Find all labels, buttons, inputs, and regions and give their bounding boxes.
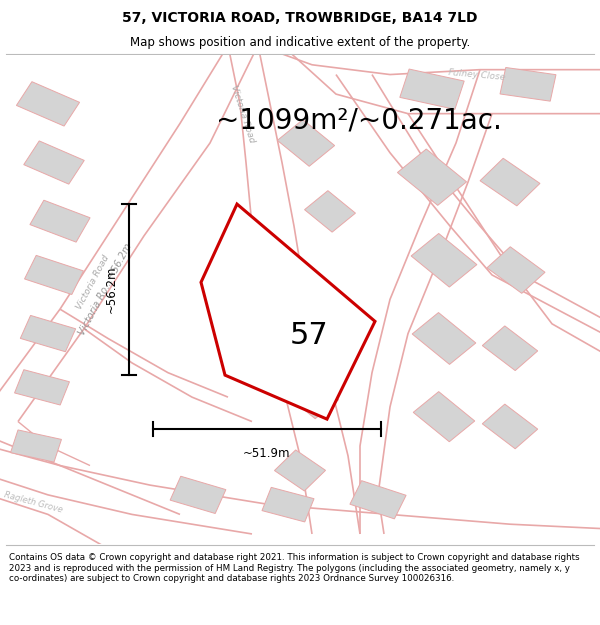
Polygon shape — [305, 191, 355, 232]
Polygon shape — [286, 376, 338, 419]
Polygon shape — [350, 481, 406, 519]
Text: ~1099m²/~0.271ac.: ~1099m²/~0.271ac. — [216, 107, 502, 135]
Polygon shape — [411, 234, 477, 287]
Polygon shape — [30, 200, 90, 242]
Polygon shape — [277, 119, 335, 166]
Text: ~51.9m: ~51.9m — [243, 448, 291, 461]
Polygon shape — [25, 256, 83, 294]
Polygon shape — [482, 404, 538, 449]
Text: Fulney Close: Fulney Close — [448, 68, 506, 81]
Polygon shape — [480, 158, 540, 206]
Polygon shape — [20, 316, 76, 352]
Polygon shape — [16, 82, 80, 126]
Polygon shape — [14, 370, 70, 405]
Polygon shape — [201, 204, 375, 419]
Text: ~56.2m: ~56.2m — [105, 266, 118, 313]
Text: Contains OS data © Crown copyright and database right 2021. This information is : Contains OS data © Crown copyright and d… — [9, 554, 580, 583]
Polygon shape — [412, 312, 476, 364]
Polygon shape — [262, 488, 314, 522]
Polygon shape — [482, 326, 538, 371]
Polygon shape — [24, 141, 84, 184]
Text: Victoria Road: Victoria Road — [229, 84, 257, 144]
Text: Victoria Ro…~56.2m: Victoria Ro…~56.2m — [77, 242, 133, 338]
Polygon shape — [397, 149, 467, 206]
Text: Ragleth Grove: Ragleth Grove — [3, 490, 63, 514]
Polygon shape — [413, 392, 475, 442]
Polygon shape — [500, 68, 556, 101]
Polygon shape — [11, 430, 61, 462]
Text: Map shows position and indicative extent of the property.: Map shows position and indicative extent… — [130, 36, 470, 49]
Text: 57, VICTORIA ROAD, TROWBRIDGE, BA14 7LD: 57, VICTORIA ROAD, TROWBRIDGE, BA14 7LD — [122, 11, 478, 24]
Polygon shape — [400, 69, 464, 109]
Text: 57: 57 — [290, 321, 328, 349]
Polygon shape — [274, 450, 326, 491]
Polygon shape — [170, 476, 226, 514]
Text: Victoria Road: Victoria Road — [75, 254, 111, 311]
Polygon shape — [487, 247, 545, 293]
